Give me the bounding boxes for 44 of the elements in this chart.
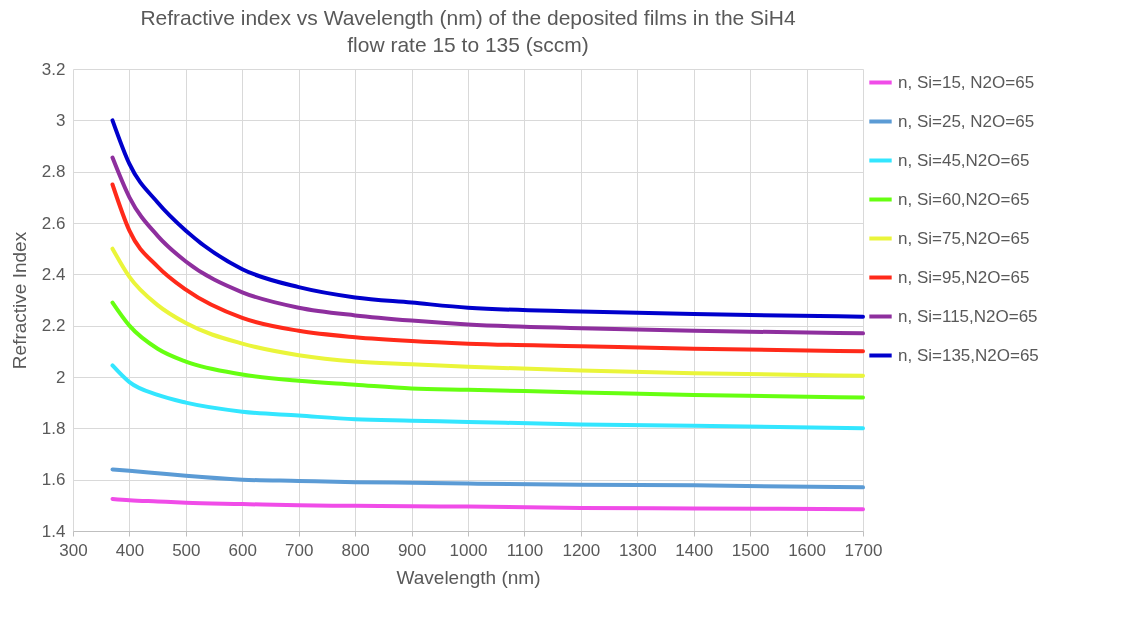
x-tick-label: 300 (59, 540, 88, 560)
x-tick-label: 400 (115, 540, 145, 560)
x-tick-label: 1400 (675, 540, 714, 560)
y-tick-label: 2 (56, 367, 66, 387)
x-tick-label: 1700 (844, 540, 883, 560)
y-tick-label: 2.2 (41, 316, 66, 336)
x-tick-label: 700 (285, 540, 314, 560)
line-series (110, 155, 865, 336)
y-tick-label: 3.2 (41, 59, 66, 79)
y-tick-label: 2.4 (41, 264, 66, 284)
line-series (110, 246, 865, 378)
x-tick-label: 1500 (731, 540, 770, 560)
x-axis-title: Wavelength (nm) (396, 566, 541, 588)
x-tick-label: 1000 (449, 540, 488, 560)
legend-label: n, Si=95,N2O=65 (898, 267, 1030, 287)
y-tick-label: 2.6 (41, 213, 66, 233)
line-series (110, 363, 865, 431)
line-series (110, 118, 865, 319)
legend-label: n, Si=135,N2O=65 (898, 345, 1039, 365)
x-tick-label: 1300 (618, 540, 657, 560)
y-tick-label: 2.8 (41, 162, 66, 182)
x-tick-label: 900 (397, 540, 427, 560)
x-tick-label: 500 (172, 540, 201, 560)
y-axis-title: Refractive Index (8, 231, 30, 370)
line-series (110, 467, 865, 490)
y-tick-label: 3 (56, 110, 66, 130)
line-series (110, 182, 865, 354)
legend-label: n, Si=45,N2O=65 (898, 150, 1030, 170)
legend-label: n, Si=75,N2O=65 (898, 228, 1030, 248)
legend-label: n, Si=15, N2O=65 (898, 72, 1035, 92)
x-tick-label: 600 (228, 540, 257, 560)
legend-label: n, Si=60,N2O=65 (898, 189, 1030, 209)
x-tick-label: 1600 (788, 540, 826, 560)
x-tick-label: 1200 (562, 540, 601, 560)
x-tick-label: 1100 (506, 540, 544, 560)
legend-label: n, Si=25, N2O=65 (898, 111, 1035, 131)
chart-title: Refractive index vs Wavelength (nm) of the deposited films in the SiH4 flow rate 15 to 135 (sccm) (140, 6, 796, 56)
y-tick-label: 1.6 (41, 470, 66, 490)
y-tick-label: 1.4 (41, 521, 66, 541)
y-tick-label: 1.8 (41, 418, 66, 438)
line-series (110, 300, 865, 400)
legend-label: n, Si=115,N2O=65 (898, 306, 1038, 326)
x-tick-label: 800 (341, 540, 370, 560)
line-series (110, 496, 865, 512)
